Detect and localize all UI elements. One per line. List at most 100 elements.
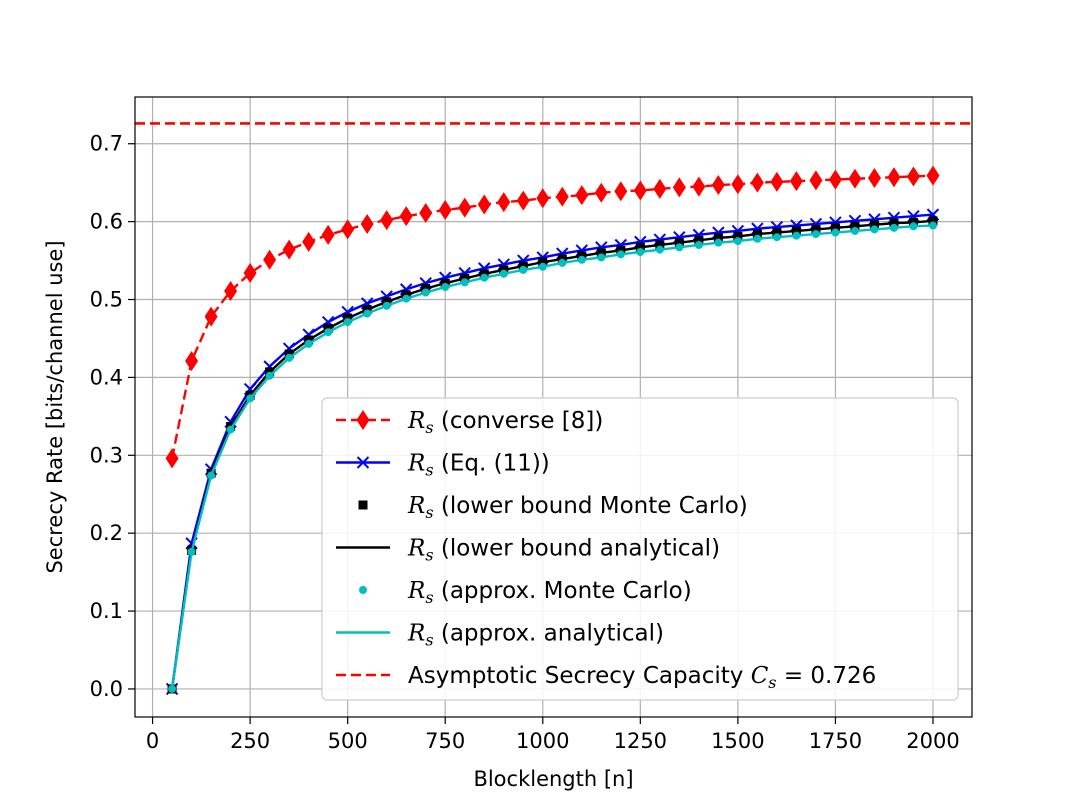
axis-ticks: 0 250 500 750 1000 1250 1500 1750 2000 0.0 0.1 0.2 0…: [90, 132, 960, 753]
lb-monte-carlo-point: [635, 242, 645, 252]
converse-point: [575, 185, 589, 206]
approx-monte-carlo-point: [363, 309, 372, 318]
converse-point: [165, 448, 179, 469]
legend-marker: [358, 500, 368, 510]
approx-monte-carlo-point: [402, 294, 411, 303]
approx-monte-carlo-point: [421, 288, 430, 297]
converse-point: [360, 213, 374, 234]
lb-monte-carlo-point: [850, 221, 860, 231]
converse-point: [380, 210, 394, 231]
lb-monte-carlo-point: [713, 233, 723, 243]
converse-point: [867, 168, 881, 189]
lb-monte-carlo-point: [733, 231, 743, 241]
y-tick-label: 0.7: [90, 132, 123, 156]
converse-point: [789, 171, 803, 192]
lb-monte-carlo-point: [655, 240, 665, 250]
converse-point: [458, 197, 472, 218]
y-tick-label: 0.3: [90, 443, 123, 467]
y-tick-label: 0.5: [90, 288, 123, 312]
approx-monte-carlo-point: [870, 225, 879, 234]
converse-point: [614, 181, 628, 202]
approx-monte-carlo-point: [577, 255, 586, 264]
lb-monte-carlo-point: [869, 220, 879, 230]
approx-monte-carlo-point: [655, 245, 664, 254]
converse-point: [282, 239, 296, 260]
converse-point: [263, 249, 277, 270]
lb-monte-carlo-point: [811, 224, 821, 234]
approx-monte-carlo-point: [909, 222, 918, 231]
converse-point: [341, 219, 355, 240]
converse-point: [770, 171, 784, 192]
eq11-line: [170, 213, 934, 690]
approx-monte-carlo-point: [168, 684, 177, 693]
lb-monte-carlo-point: [596, 248, 606, 258]
plot-frame: [134, 96, 973, 718]
y-tick-label: 0.4: [90, 365, 123, 389]
approx-monte-carlo-point: [324, 328, 333, 337]
legend-entry-approx-analytical: Rs (approx. analytical): [336, 621, 664, 650]
x-tick-label: 1000: [516, 729, 569, 753]
converse-point: [555, 186, 569, 207]
approx-monte-carlo-point: [382, 301, 391, 310]
lb-monte-carlo-point: [791, 226, 801, 236]
approx-monte-carlo-point: [460, 278, 469, 287]
converse-point: [419, 203, 433, 224]
y-tick-label: 0.6: [90, 210, 123, 234]
approx-monte-carlo-point: [928, 221, 937, 230]
legend-marker: [356, 456, 370, 469]
approx-monte-carlo-point: [519, 265, 528, 274]
converse-point: [321, 224, 335, 245]
converse-point: [848, 168, 862, 189]
y-tick-label: 0.2: [90, 521, 123, 545]
approx-monte-carlo-point: [616, 250, 625, 259]
converse-point: [672, 177, 686, 198]
converse-point: [477, 194, 491, 215]
approx-monte-carlo-point: [636, 248, 645, 256]
approx-monte-carlo-point: [831, 228, 840, 237]
x-tick-label: 1250: [614, 729, 667, 753]
converse-point: [302, 231, 316, 252]
x-tick-label: 1500: [711, 729, 764, 753]
converse-point: [185, 351, 199, 372]
converse-point: [926, 165, 940, 186]
converse-point: [828, 169, 842, 190]
x-tick-label: 2000: [906, 729, 959, 753]
y-axis-label: Secrecy Rate [bits/channel use]: [43, 240, 67, 573]
converse-point: [536, 188, 550, 209]
y-tick-label: 0.1: [90, 599, 123, 623]
converse-point: [399, 206, 413, 227]
legend-marker: [356, 410, 370, 430]
approx-monte-carlo-point: [285, 353, 294, 362]
y-tick-label: 0.0: [90, 677, 123, 701]
converse-point: [516, 190, 530, 211]
legend-entry-eq11: Rs (Eq. (11)): [336, 451, 550, 480]
legend-box: [321, 397, 959, 701]
x-tick-label: 250: [230, 729, 270, 753]
converse-point: [731, 174, 745, 195]
converse-point: [711, 175, 725, 196]
legend-entry-lb-analytical: Rs (lower bound analytical): [336, 536, 720, 565]
lb-analytical-series: [170, 219, 934, 690]
converse-point: [906, 166, 920, 187]
approx-monte-carlo-point: [714, 238, 723, 247]
converse-point: [224, 280, 238, 301]
converse-point: [438, 199, 452, 220]
x-tick-label: 0: [146, 729, 159, 753]
legend-label: Rs (lower bound Monte Carlo): [407, 493, 748, 522]
approx-monte-carlo-point: [597, 253, 606, 262]
converse-point: [887, 167, 901, 188]
legend-label: Rs (converse [8]): [407, 408, 603, 437]
approx-monte-carlo-point: [343, 318, 352, 327]
approx-monte-carlo-point: [538, 262, 547, 271]
approx-monte-carlo-point: [792, 231, 801, 240]
legend-entry-lb-monte-carlo: Rs (lower bound Monte Carlo): [358, 493, 748, 522]
approx-monte-carlo-point: [733, 237, 742, 246]
approx-monte-carlo-point: [304, 339, 313, 348]
converse-point: [594, 182, 608, 203]
approx-monte-carlo-point: [187, 547, 196, 556]
lb-monte-carlo-point: [674, 238, 684, 248]
approx-monte-carlo-point: [772, 233, 781, 242]
approx-monte-carlo-point: [441, 283, 450, 292]
converse-point: [653, 178, 667, 199]
approx-analytical-series: [170, 224, 934, 690]
